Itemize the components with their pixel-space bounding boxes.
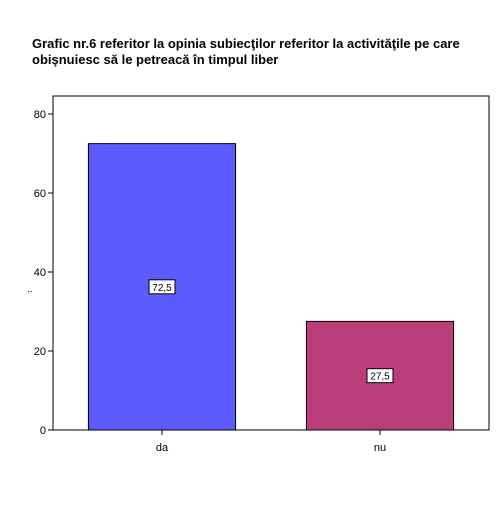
data-label-da: 72,5: [152, 283, 172, 294]
y-tick-label-80: 80: [34, 109, 46, 121]
x-axis: da nu: [156, 430, 386, 454]
chart-title: Grafic nr.6 referitor la opinia subiecţi…: [32, 36, 494, 68]
y-tick-label-40: 40: [34, 267, 46, 279]
x-category-label-da: da: [156, 442, 169, 454]
chart-title-line-1: Grafic nr.6 referitor la opinia subiecţi…: [32, 36, 460, 51]
chart-title-line-2: obişnuiesc să le petreacă în timpul libe…: [32, 52, 279, 67]
data-label-box-da: [148, 279, 176, 295]
data-label-box-nu: [366, 368, 394, 384]
bars: 72,5 27,5: [87, 143, 455, 431]
y-tick-label-20: 20: [34, 346, 46, 358]
y-axis: 0 20 40 60 80: [34, 109, 53, 437]
x-category-label-nu: nu: [374, 442, 386, 454]
y-tick-label-60: 60: [34, 188, 46, 200]
y-axis-label: ..: [27, 284, 33, 295]
y-tick-label-0: 0: [40, 425, 46, 437]
data-label-nu: 27,5: [370, 372, 390, 383]
